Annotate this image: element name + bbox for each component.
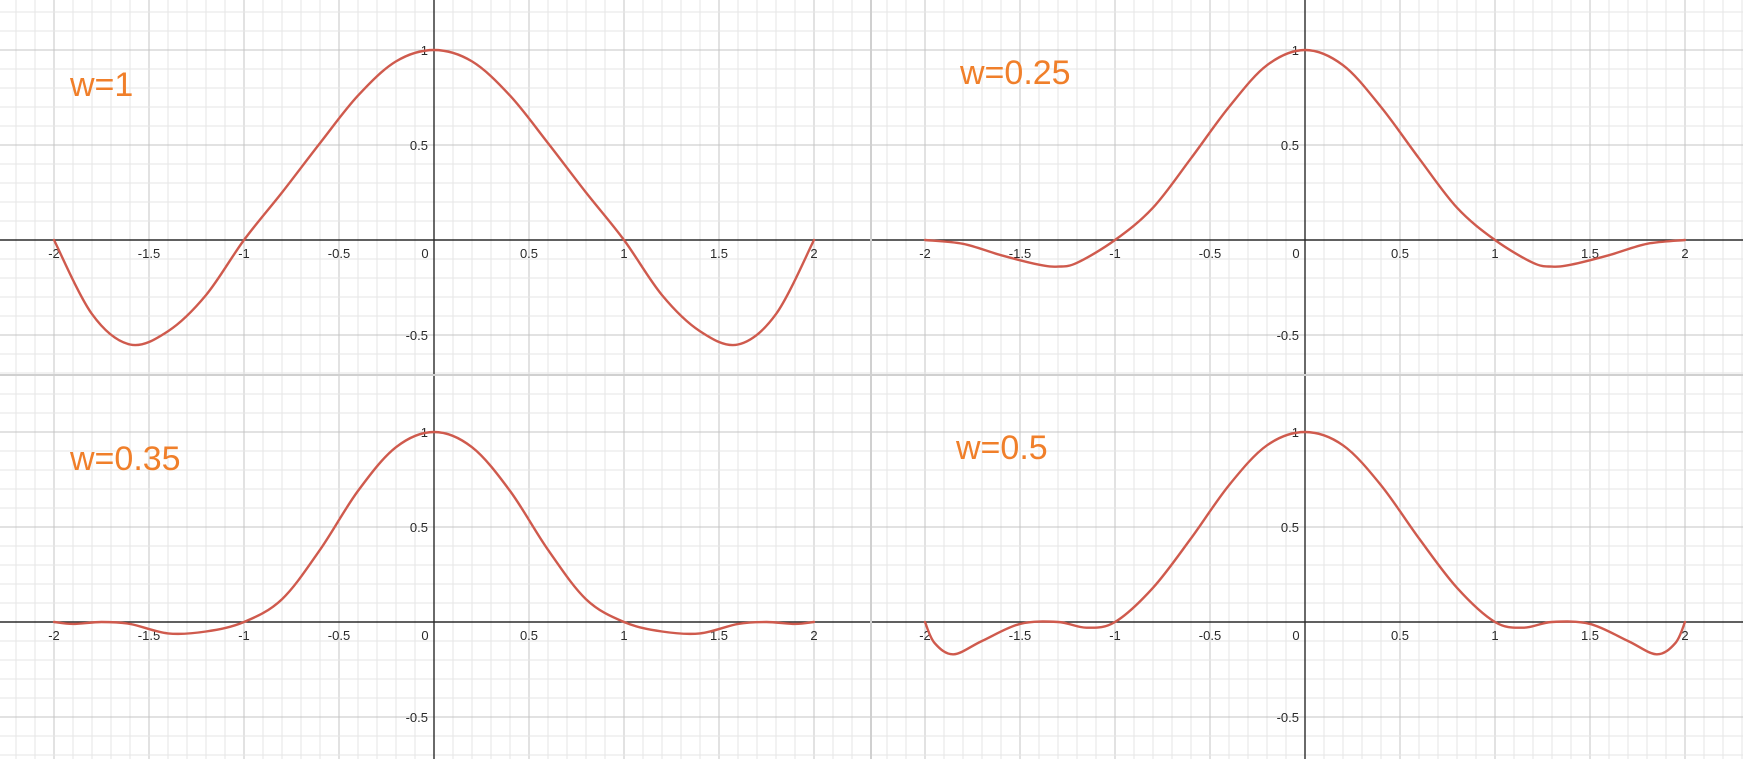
x-tick-label: -2 <box>919 246 931 261</box>
x-tick-label: 1.5 <box>1581 628 1599 643</box>
x-tick-label: 0 <box>1292 628 1299 643</box>
series-line <box>923 430 1687 656</box>
x-tick-label: 0.5 <box>520 628 538 643</box>
series-line <box>52 430 816 636</box>
grid <box>0 375 871 759</box>
panel-annotation: w=0.35 <box>69 440 181 478</box>
y-tick-label: -0.5 <box>406 328 428 343</box>
x-tick-label: -2 <box>48 628 60 643</box>
x-tick-label: -1 <box>238 628 250 643</box>
x-tick-label: -1.5 <box>1009 628 1031 643</box>
y-tick-label: 0.5 <box>1281 138 1299 153</box>
y-tick-label: 0.5 <box>410 520 428 535</box>
grid <box>871 0 1743 375</box>
x-tick-label: 1 <box>1491 628 1498 643</box>
x-tick-label: 1 <box>620 628 627 643</box>
x-tick-label: -1.5 <box>1009 246 1031 261</box>
x-tick-label: 0 <box>421 628 428 643</box>
x-tick-label: -1 <box>1109 628 1121 643</box>
x-tick-label: -0.5 <box>328 628 350 643</box>
x-tick-label: 0 <box>1292 246 1299 261</box>
grid <box>871 375 1743 759</box>
x-tick-label: 2 <box>1681 628 1688 643</box>
y-tick-label: -0.5 <box>1277 710 1299 725</box>
x-tick-label: 1 <box>620 246 627 261</box>
x-tick-label: 1.5 <box>1581 246 1599 261</box>
panel-annotation: w=0.5 <box>955 429 1048 467</box>
x-tick-label: 0.5 <box>1391 628 1409 643</box>
x-tick-label: 1 <box>1491 246 1498 261</box>
y-tick-label: -0.5 <box>1277 328 1299 343</box>
x-tick-label: -1.5 <box>138 246 160 261</box>
y-tick-label: -0.5 <box>406 710 428 725</box>
x-tick-label: 2 <box>810 246 817 261</box>
chart-panel-3: -2 -1.5 -1 -0.5 0 0.5 1 1.5 210.5-0.5w=0.35 <box>0 375 871 759</box>
chart-panel-4: -2 -1.5 -1 -0.5 0 0.5 1 1.5 210.5-0.5w=0.5 <box>871 375 1743 759</box>
x-tick-label: 0 <box>421 246 428 261</box>
y-tick-label: 0.5 <box>410 138 428 153</box>
y-tick-label: 0.5 <box>1281 520 1299 535</box>
x-tick-label: -0.5 <box>1199 246 1221 261</box>
x-tick-label: 1.5 <box>710 628 728 643</box>
x-tick-label: 0.5 <box>520 246 538 261</box>
series-line <box>923 48 1687 268</box>
x-tick-label: 2 <box>810 628 817 643</box>
panel-annotation: w=0.25 <box>959 54 1071 92</box>
x-tick-label: 1.5 <box>710 246 728 261</box>
panel-annotation: w=1 <box>69 66 133 104</box>
series-line <box>52 48 816 347</box>
chart-panel-2: -2 -1.5 -1 -0.5 0 0.5 1 1.5 210.5-0.5w=0.25 <box>871 0 1743 375</box>
x-tick-label: -0.5 <box>328 246 350 261</box>
x-tick-label: -1 <box>238 246 250 261</box>
chart-panel-1: -2 -1.5 -1 -0.5 0 0.5 1 1.5 210.5-0.5w=1 <box>0 0 871 375</box>
x-tick-label: -2 <box>919 628 931 643</box>
x-tick-label: 2 <box>1681 246 1688 261</box>
x-tick-label: 0.5 <box>1391 246 1409 261</box>
x-tick-label: -2 <box>48 246 60 261</box>
x-tick-label: -1 <box>1109 246 1121 261</box>
grid <box>0 0 871 375</box>
x-tick-label: -0.5 <box>1199 628 1221 643</box>
